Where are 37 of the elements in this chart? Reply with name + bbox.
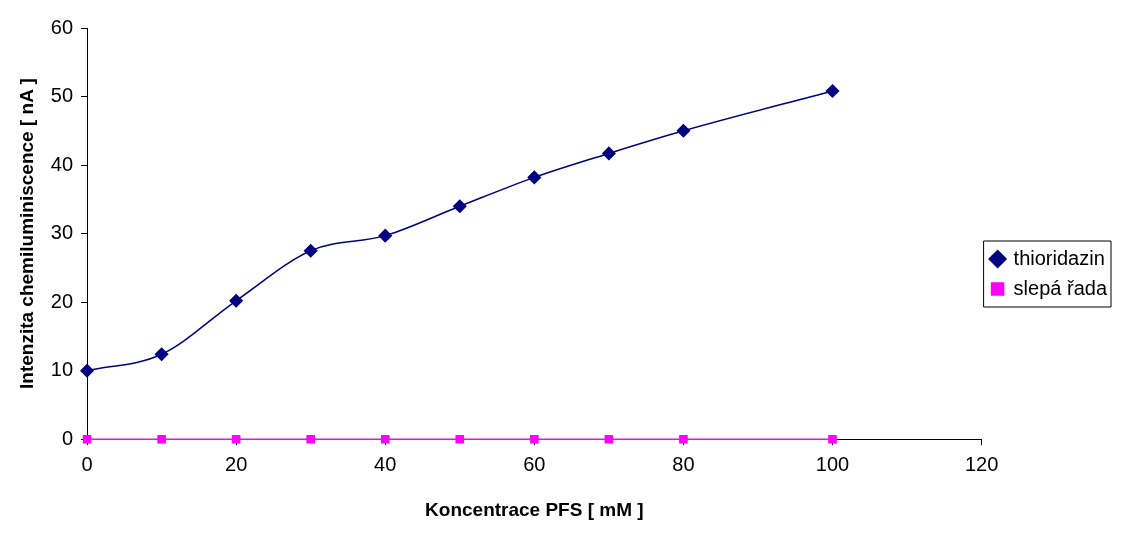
y-tick-label: 10	[50, 358, 74, 381]
point	[229, 294, 243, 308]
point	[306, 434, 315, 444]
x-tick-label: 100	[815, 452, 850, 475]
legend-label: thioridazin	[1013, 246, 1105, 269]
x-tick-label: 80	[672, 452, 695, 475]
y-tick-label: 60	[50, 15, 74, 38]
point	[80, 363, 94, 378]
point	[154, 347, 169, 361]
x-tick-label: 60	[523, 452, 546, 475]
x-tick-label: 120	[964, 452, 999, 475]
point	[231, 434, 241, 444]
point	[157, 434, 166, 444]
x-axis-title: Koncentrace PFS [ mM ]	[425, 498, 644, 520]
point	[604, 434, 614, 444]
point	[527, 170, 542, 185]
point	[825, 84, 840, 98]
x-tick-label: 40	[374, 452, 397, 475]
y-tick-label: 0	[61, 426, 74, 449]
point	[676, 124, 691, 138]
y-tick-label: 30	[50, 221, 74, 244]
y-tick-label: 20	[50, 289, 74, 312]
point	[828, 434, 837, 444]
point	[380, 434, 390, 444]
point	[530, 434, 539, 444]
x-tick-label: 0	[81, 452, 93, 475]
point	[679, 434, 688, 444]
y-tick-label: 40	[50, 152, 74, 175]
point	[455, 434, 465, 444]
point	[453, 199, 467, 213]
point	[303, 243, 318, 258]
point	[602, 146, 616, 161]
point	[378, 228, 392, 243]
y-tick-label: 50	[50, 84, 74, 107]
x-tick-label: 20	[225, 452, 248, 475]
legend-label: slepá řada	[1013, 276, 1108, 299]
y-axis-title: Intenzita chemiluminiscence [ nA ]	[15, 78, 37, 389]
